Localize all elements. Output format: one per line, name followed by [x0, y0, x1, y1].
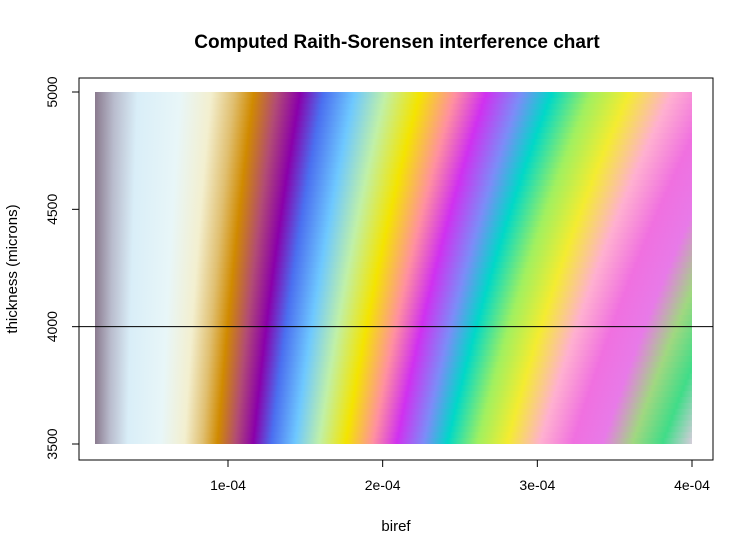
heatmap-band — [94, 133, 692, 140]
heatmap-band — [94, 115, 692, 122]
heatmap-band — [94, 232, 692, 240]
heatmap-band — [94, 385, 692, 392]
heatmap-band — [94, 92, 692, 99]
heatmap-band — [94, 144, 692, 152]
plot-area — [94, 92, 692, 444]
chart-title: Computed Raith-Sorensen interference cha… — [194, 32, 600, 53]
heatmap-band — [94, 238, 692, 246]
heatmap-band — [94, 209, 692, 216]
heatmap-band — [94, 109, 692, 117]
heatmap-band — [94, 256, 692, 263]
heatmap-band — [94, 162, 692, 169]
heatmap-band — [94, 408, 692, 416]
heatmap-band — [94, 350, 692, 357]
heatmap-band — [94, 262, 692, 269]
heatmap-band — [94, 174, 692, 181]
heatmap-band — [94, 226, 692, 234]
y-tick-label: 4000 — [44, 311, 60, 342]
heatmap-band — [94, 367, 692, 375]
heatmap-band — [94, 391, 692, 398]
heatmap-band — [94, 297, 692, 304]
heatmap-band — [94, 285, 692, 293]
heatmap-band — [94, 361, 692, 369]
x-tick-label: 1e-04 — [210, 477, 246, 493]
y-tick-label: 5000 — [44, 76, 60, 107]
plot-frame — [78, 77, 714, 461]
heatmap-band — [94, 309, 692, 316]
y-tick-label: 3500 — [44, 428, 60, 459]
x-tick-label: 4e-04 — [674, 477, 710, 493]
heatmap-band — [94, 203, 692, 210]
heatmap-band — [94, 420, 692, 427]
heatmap-band — [94, 250, 692, 257]
x-axis-label: biref — [381, 518, 411, 535]
heatmap-band — [94, 273, 692, 281]
heatmap-band — [94, 103, 692, 111]
heatmap-band — [94, 426, 692, 433]
x-tick-label: 3e-04 — [519, 477, 555, 493]
heatmap-band — [94, 180, 692, 187]
heatmap-band — [94, 185, 692, 193]
heatmap-band — [94, 356, 692, 363]
heatmap-band — [94, 138, 692, 146]
heatmap-band — [94, 127, 692, 134]
heatmap-band — [94, 279, 692, 287]
heatmap-band — [94, 150, 692, 158]
heatmap-band — [94, 268, 692, 275]
heatmap-band — [94, 168, 692, 175]
heatmap-band — [94, 414, 692, 422]
heatmap-band — [94, 373, 692, 381]
heatmap-band — [94, 432, 692, 439]
heatmap-band — [94, 156, 692, 163]
heatmap-band — [94, 338, 692, 345]
heatmap-band — [94, 197, 692, 205]
y-axis: 3500 4000 4500 5000 — [44, 76, 79, 460]
heatmap-band — [94, 332, 692, 339]
heatmap-band — [94, 402, 692, 410]
heatmap-band — [94, 397, 692, 404]
y-tick-label: 4500 — [44, 194, 60, 225]
heatmap-band — [94, 314, 692, 322]
y-axis-label: thickness (microns) — [4, 204, 21, 333]
heatmap-band — [94, 97, 692, 105]
heatmap-band — [94, 291, 692, 298]
heatmap-band — [94, 244, 692, 251]
heatmap-band — [94, 379, 692, 386]
x-tick-label: 2e-04 — [365, 477, 401, 493]
heatmap-band — [94, 221, 692, 228]
heatmap-band — [94, 191, 692, 199]
x-axis: 1e-04 2e-04 3e-04 4e-04 — [210, 460, 710, 493]
heatmap-band — [94, 303, 692, 310]
heatmap-band — [94, 438, 692, 444]
heatmap-band — [94, 344, 692, 351]
heatmap-band — [94, 326, 692, 334]
heatmap-band — [94, 320, 692, 328]
heatmap-band — [94, 121, 692, 128]
heatmap-band — [94, 215, 692, 222]
